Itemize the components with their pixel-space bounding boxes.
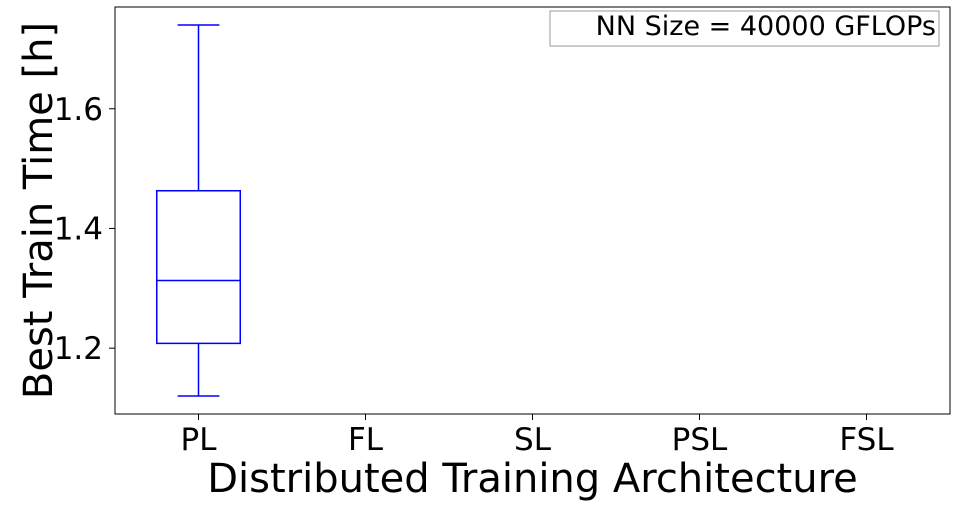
annotation-frame: [549, 10, 940, 47]
x-tick-label: PL: [181, 422, 218, 458]
y-tick-label: 1.2: [54, 331, 103, 367]
x-axis-ticks: PL FL SL PSL FSL: [181, 414, 894, 458]
box-series: [156, 24, 241, 397]
box-pl: [156, 24, 241, 397]
x-tick-label: FL: [348, 422, 384, 458]
x-tick-label: FSL: [839, 422, 894, 458]
annotation-text: NN Size = 40000 GFLOPs: [596, 11, 936, 42]
x-tick-label: SL: [514, 422, 552, 458]
x-tick-label: PSL: [672, 422, 728, 458]
y-tick-label: 1.6: [54, 92, 103, 128]
y-tick-label: 1.4: [54, 211, 103, 247]
box-iqr: [156, 189, 241, 345]
x-axis-title: Distributed Training Architecture: [207, 456, 858, 502]
y-axis-title: Best Train Time [h]: [16, 22, 62, 399]
y-axis-ticks: 1.2 1.4 1.6: [54, 92, 115, 367]
annotation-box: NN Size = 40000 GFLOPs: [549, 10, 940, 47]
